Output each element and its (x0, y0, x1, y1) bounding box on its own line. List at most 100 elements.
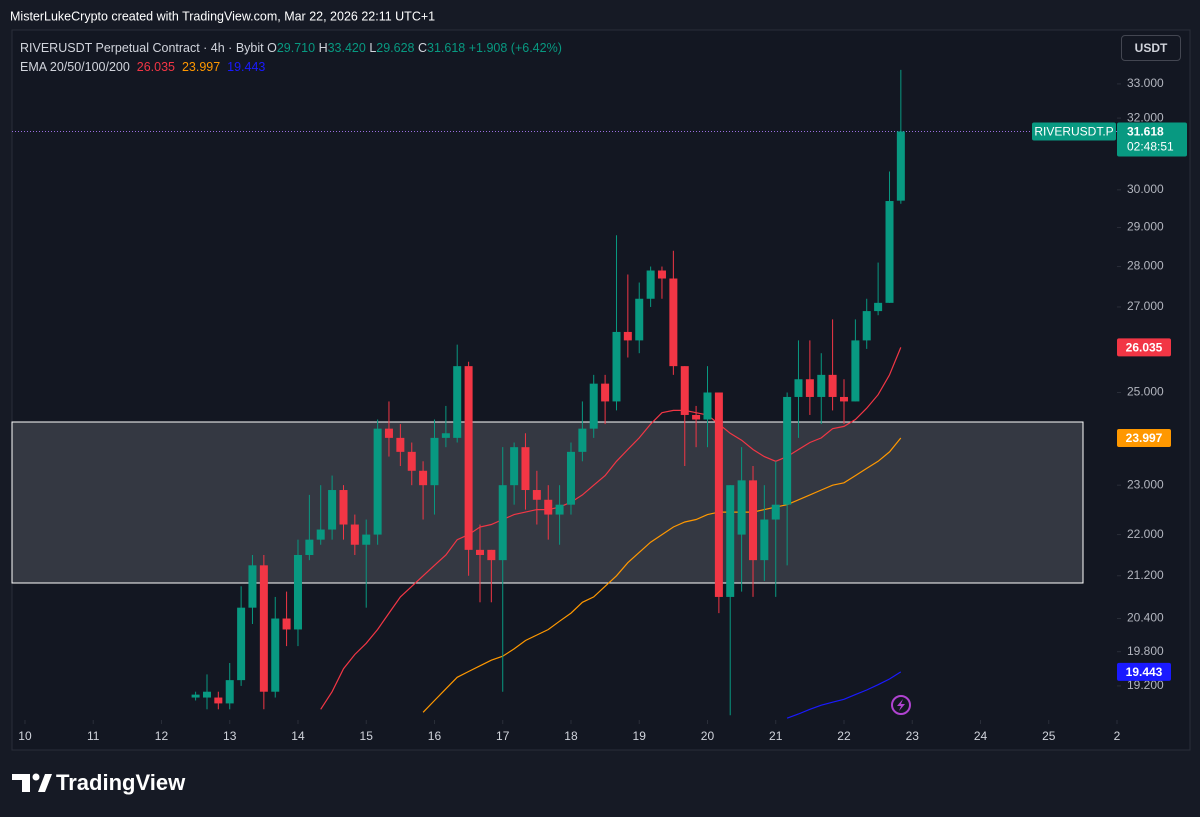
x-tick-label: 19 (633, 729, 647, 743)
candle-body (657, 270, 666, 279)
candle-body (191, 694, 200, 698)
logo-mark (38, 774, 52, 792)
space (175, 60, 182, 74)
ema-line (320, 347, 902, 710)
candle-body (896, 131, 905, 201)
legend-row: RIVERUSDT Perpetual Contract · 4h · Bybi… (20, 39, 562, 58)
candle-body (396, 437, 405, 452)
candle-body (862, 311, 871, 341)
ema-axis-box (1117, 338, 1171, 357)
x-tick-label: 17 (496, 729, 510, 743)
ema-value: 19.443 (227, 60, 266, 74)
candle-body (464, 366, 473, 550)
candle-body (714, 392, 723, 597)
logo: TradingView (12, 770, 186, 795)
candle-body (737, 480, 746, 535)
logo-mark (12, 774, 30, 792)
y-tick-label: 29.000 (1127, 220, 1164, 234)
y-tick-label: 19.800 (1127, 644, 1164, 658)
candle-body (885, 201, 894, 303)
alert-icon[interactable] (891, 695, 911, 715)
y-tick-label: 25.000 (1127, 385, 1164, 399)
candle-body (248, 565, 257, 608)
candle-body (498, 485, 507, 561)
x-tick-label: 18 (564, 729, 578, 743)
candle-body (851, 340, 860, 402)
candle-body (783, 396, 792, 505)
candle-body (669, 278, 678, 367)
candle-body (407, 451, 416, 471)
ohlc-key: C (417, 41, 428, 55)
y-tick-label: 27.000 (1127, 299, 1164, 313)
x-tick-label: 22 (837, 729, 851, 743)
price-tag-box (1117, 122, 1187, 157)
candle-body (817, 374, 826, 397)
candle-body (487, 549, 496, 561)
countdown: 02:48:51 (1127, 140, 1174, 154)
legend-row: EMA 20/50/100/200 26.035 23.997 19.443 (20, 58, 562, 77)
candle-body (760, 519, 769, 561)
candle-body (692, 414, 701, 420)
symbol: RIVERUSDT Perpetual Contract · 4h · Bybi… (20, 41, 264, 55)
x-tick-label: 21 (769, 729, 783, 743)
ema-value: 26.035 (136, 60, 175, 74)
candle-body (373, 428, 382, 535)
candle-body (225, 680, 234, 704)
ema-axis-box (1117, 429, 1171, 448)
alert-bolt (897, 699, 905, 711)
candle-body (726, 485, 735, 597)
header: MisterLukeCrypto created with TradingVie… (10, 9, 435, 23)
candle-body (350, 524, 359, 545)
candle-body (544, 499, 553, 515)
candle-body (749, 480, 758, 561)
logo-dot (32, 773, 40, 781)
candle-body (441, 433, 450, 438)
ema-value: 23.997 (181, 60, 221, 74)
x-tick-label: 25 (1042, 729, 1056, 743)
candle-body (771, 504, 780, 520)
candle-body (316, 529, 325, 540)
ema-axis-label: 19.443 (1126, 665, 1163, 679)
plot (12, 69, 1117, 719)
candle-body (555, 504, 564, 515)
candle-body (601, 383, 610, 402)
symbol-tag: RIVERUSDT.P (1034, 125, 1113, 139)
ohlc-value: 31.618 (427, 41, 466, 55)
candle-body (305, 539, 314, 555)
candle-body (419, 470, 428, 486)
candle-body (805, 379, 814, 397)
ema-axis-label: 23.997 (1126, 431, 1163, 445)
candle-body (578, 428, 587, 452)
ohlc-key: O (267, 41, 277, 55)
candle-body (612, 331, 621, 402)
ema-line (786, 671, 902, 719)
ohlc-value: 33.420 (327, 41, 366, 55)
candle-body (362, 534, 371, 545)
y-tick-label: 23.000 (1127, 477, 1164, 491)
price-tag: 31.618 (1127, 125, 1164, 139)
candle-body (339, 490, 348, 525)
y-tick-label: 28.000 (1127, 259, 1164, 273)
x-tick-label: 12 (155, 729, 169, 743)
ohlc-key: L (369, 41, 377, 55)
y-tick-label: 30.000 (1127, 182, 1164, 196)
candle-body (328, 490, 337, 530)
candle-body (237, 607, 246, 681)
candle-body (384, 428, 393, 438)
candle-body (646, 270, 655, 299)
y-tick-label: 32.000 (1127, 110, 1164, 124)
candle-body (521, 447, 530, 491)
y-tick-label: 20.400 (1127, 611, 1164, 625)
x-tick-label: 2 (1114, 729, 1121, 743)
space (130, 60, 137, 74)
y-tick-label: 22.000 (1127, 527, 1164, 541)
candle-body (828, 374, 837, 397)
x-tick-label: 24 (974, 729, 988, 743)
change: +1.908 (+6.42%) (468, 41, 562, 55)
currency-button[interactable]: USDT (1121, 35, 1181, 61)
candle-body (510, 447, 519, 486)
ohlc-value: 29.710 (276, 41, 316, 55)
x-tick-label: 13 (223, 729, 237, 743)
